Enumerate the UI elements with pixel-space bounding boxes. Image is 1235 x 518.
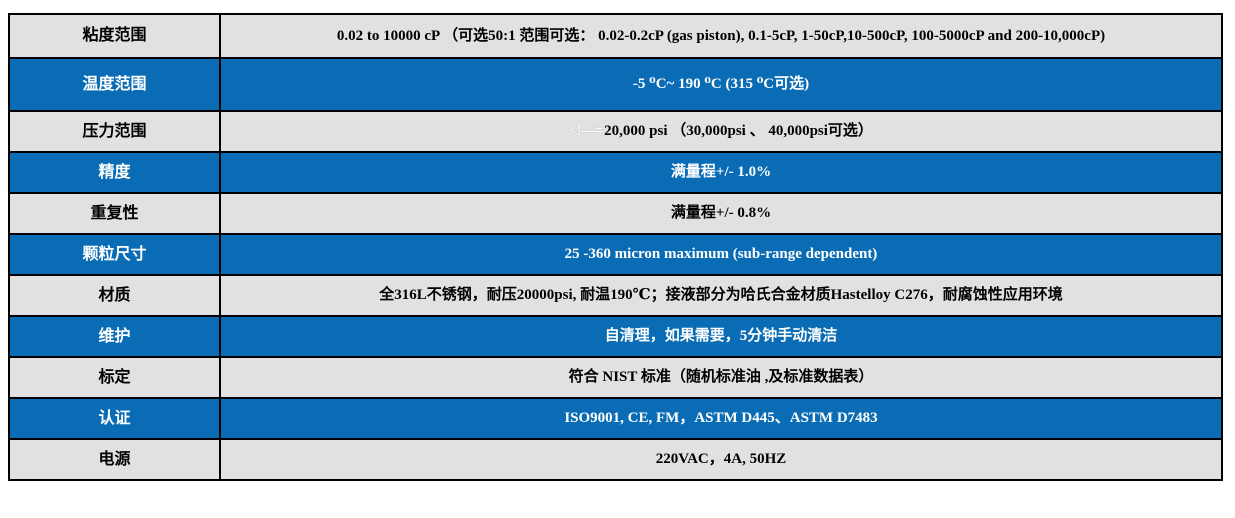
spec-table-body: 粘度范围 0.02 to 10000 cP （可选50:1 范围可选： 0.02… — [8, 13, 1223, 481]
table-row-repeatability: 重复性 满量程+/- 0.8% — [8, 192, 1223, 235]
spec-value: 全316L不锈钢，耐压20000psi, 耐温190℃；接液部分为哈氏合金材质H… — [219, 274, 1223, 317]
spec-label: 重复性 — [8, 192, 221, 235]
spec-label: 精度 — [8, 151, 221, 194]
spec-label: 温度范围 — [8, 57, 221, 112]
pressure-prefix-artifact: <!—= — [569, 123, 603, 140]
table-row-accuracy: 精度 满量程+/- 1.0% — [8, 151, 1223, 194]
table-row-certification: 认证 ISO9001, CE, FM，ASTM D445、ASTM D7483 — [8, 397, 1223, 440]
pressure-value-text: 20,000 psi （30,000psi 、 40,000psi可选） — [604, 123, 873, 140]
spec-value: <!—= 20,000 psi （30,000psi 、 40,000psi可选） — [219, 110, 1223, 153]
spec-value: 符合 NIST 标准（随机标准油 ,及标准数据表） — [219, 356, 1223, 399]
spec-table: 粘度范围 0.02 to 10000 cP （可选50:1 范围可选： 0.02… — [8, 13, 1223, 481]
spec-label: 颗粒尺寸 — [8, 233, 221, 276]
spec-value: 25 -360 micron maximum (sub-range depend… — [219, 233, 1223, 276]
spec-value: 满量程+/- 0.8% — [219, 192, 1223, 235]
spec-label: 维护 — [8, 315, 221, 358]
table-row-power: 电源 220VAC，4A, 50HZ — [8, 438, 1223, 481]
spec-label: 电源 — [8, 438, 221, 481]
spec-label: 粘度范围 — [8, 13, 221, 59]
spec-value: 220VAC，4A, 50HZ — [219, 438, 1223, 481]
spec-value: ISO9001, CE, FM，ASTM D445、ASTM D7483 — [219, 397, 1223, 440]
spec-label: 标定 — [8, 356, 221, 399]
spec-label: 认证 — [8, 397, 221, 440]
spec-value: 0.02 to 10000 cP （可选50:1 范围可选： 0.02-0.2c… — [219, 13, 1223, 59]
table-row-particle-size: 颗粒尺寸 25 -360 micron maximum (sub-range d… — [8, 233, 1223, 276]
table-row-temperature-range: 温度范围 -5 ⁰C~ 190 ⁰C (315 ⁰C可选) — [8, 57, 1223, 112]
table-row-maintenance: 维护 自清理，如果需要，5分钟手动清洁 — [8, 315, 1223, 358]
spec-label: 压力范围 — [8, 110, 221, 153]
spec-label: 材质 — [8, 274, 221, 317]
table-row-calibration: 标定 符合 NIST 标准（随机标准油 ,及标准数据表） — [8, 356, 1223, 399]
spec-value: -5 ⁰C~ 190 ⁰C (315 ⁰C可选) — [219, 57, 1223, 112]
table-row-material: 材质 全316L不锈钢，耐压20000psi, 耐温190℃；接液部分为哈氏合金… — [8, 274, 1223, 317]
spec-value: 自清理，如果需要，5分钟手动清洁 — [219, 315, 1223, 358]
table-row-viscosity-range: 粘度范围 0.02 to 10000 cP （可选50:1 范围可选： 0.02… — [8, 13, 1223, 59]
spec-value: 满量程+/- 1.0% — [219, 151, 1223, 194]
table-row-pressure-range: 压力范围 <!—= 20,000 psi （30,000psi 、 40,000p… — [8, 110, 1223, 153]
